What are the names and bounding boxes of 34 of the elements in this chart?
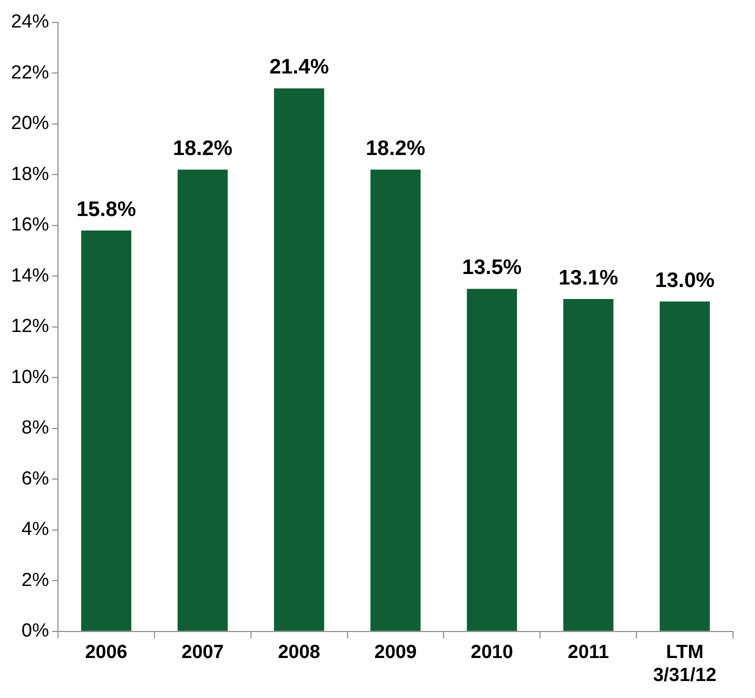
data-label: 18.2% (366, 136, 426, 160)
x-tick-label: 2010 (470, 642, 514, 664)
bar (466, 288, 518, 631)
data-label: 21.4% (269, 56, 330, 79)
y-tick-label: 6% (22, 468, 50, 490)
y-tick-label: 22% (10, 62, 50, 84)
data-label: 13.5% (462, 256, 522, 280)
y-tick-label: 16% (10, 214, 50, 236)
y-tick-label: 0% (22, 620, 50, 642)
data-label: 13.1% (558, 266, 618, 290)
y-tick-label: 2% (22, 570, 50, 591)
bar (81, 230, 132, 631)
bar (563, 298, 614, 631)
bar (660, 302, 710, 631)
x-tick-label: 2007 (182, 642, 224, 664)
y-tick-label: 24% (10, 12, 50, 33)
data-label: 15.8% (76, 198, 136, 221)
bar (178, 170, 228, 631)
x-tick-label: LTM 3/31/12 (653, 642, 716, 686)
y-tick-label: 4% (22, 519, 50, 540)
y-tick-label: 12% (10, 316, 50, 338)
y-tick-label: 10% (10, 366, 50, 388)
data-label: 18.2% (172, 136, 233, 160)
bar (274, 88, 324, 631)
x-tick-label: 2011 (568, 642, 610, 664)
bar (370, 170, 421, 631)
x-tick-label: 2006 (85, 642, 128, 664)
x-tick-label: 2009 (374, 642, 417, 664)
y-tick-label: 18% (10, 164, 50, 185)
x-tick-label: 2008 (278, 642, 320, 664)
y-tick-label: 8% (22, 418, 50, 439)
y-tick-label: 20% (10, 113, 50, 134)
y-tick-label: 14% (10, 265, 50, 286)
data-label: 13.0% (655, 268, 715, 292)
